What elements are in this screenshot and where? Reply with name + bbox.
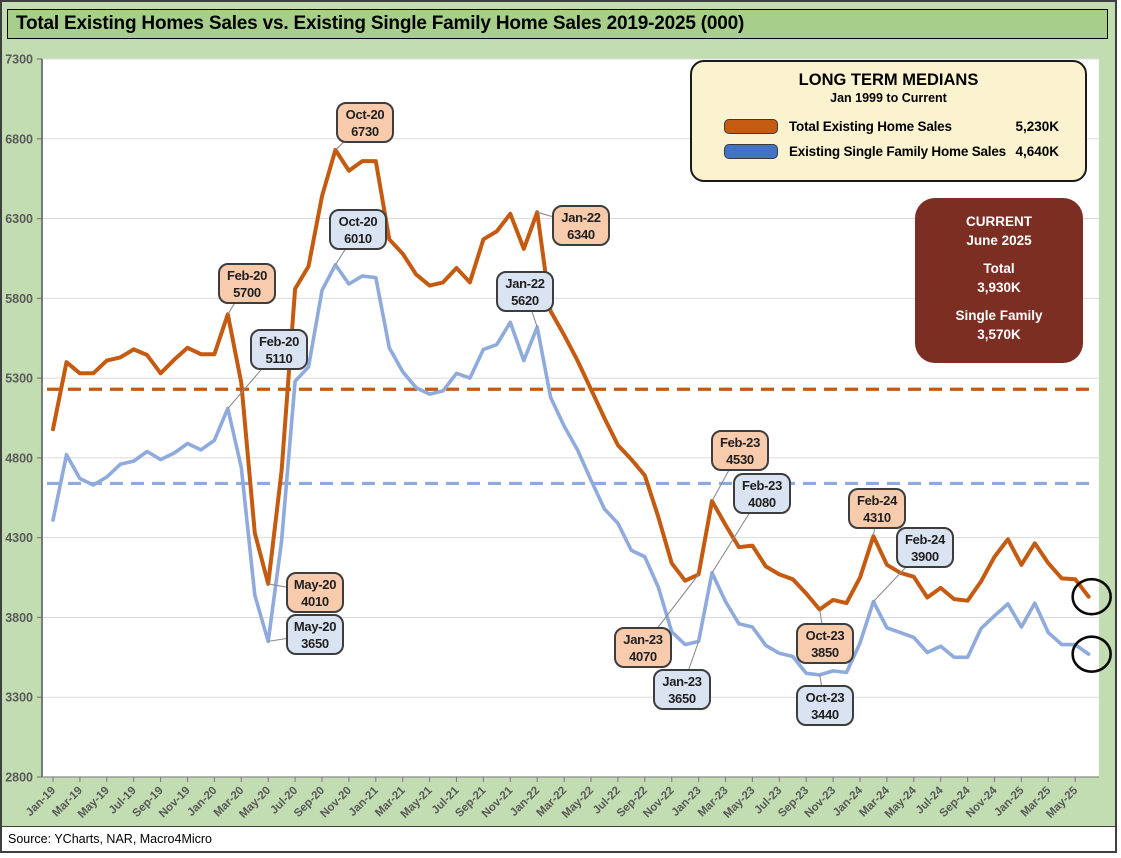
callout-feb-20-total: Feb-20 5700 — [218, 263, 276, 304]
callout-date: May-20 — [293, 619, 337, 634]
callout-may-20-single-family: May-20 3650 — [286, 614, 344, 655]
callout-value: 5620 — [511, 293, 539, 308]
callout-date: Jan-23 — [662, 674, 702, 689]
y-axis-label: 3300 — [5, 691, 33, 705]
legend-rows: Total Existing Home Sales 5,230K Existin… — [692, 114, 1085, 164]
callout-feb-24-total: Feb-24 4310 — [848, 488, 906, 529]
callout-value: 3900 — [911, 549, 939, 564]
callout-value: 3650 — [301, 636, 329, 651]
legend-item-value: 4,640K — [1015, 144, 1059, 159]
callout-value: 5700 — [233, 285, 261, 300]
callout-date: Jan-22 — [505, 276, 545, 291]
callout-feb-23-single-family: Feb-23 4080 — [733, 473, 791, 514]
callout-date: Oct-23 — [805, 690, 845, 705]
current-title: CURRENT — [966, 214, 1032, 229]
x-axis-label: Nov-21 — [480, 784, 516, 820]
legend-subtitle: Jan 1999 to Current — [830, 91, 947, 105]
callout-date: Feb-23 — [741, 478, 783, 493]
callout-date: May-20 — [293, 577, 337, 592]
callout-value: 5110 — [265, 351, 293, 366]
single-family-series-swatch-icon — [724, 144, 778, 159]
x-axis-label: Nov-24 — [964, 784, 1000, 820]
total-series-swatch-icon — [724, 119, 778, 134]
legend-box: LONG TERM MEDIANS Jan 1999 to Current To… — [690, 60, 1087, 182]
y-axis-label: 4800 — [5, 451, 33, 465]
callout-oct-23-total: Oct-23 3850 — [796, 623, 854, 664]
callout-oct-23-single-family: Oct-23 3440 — [796, 685, 854, 726]
callout-date: Feb-20 — [258, 334, 300, 349]
current-period: June 2025 — [966, 233, 1032, 248]
callout-date: Feb-24 — [904, 532, 946, 547]
current-single-family-label: Single Family — [955, 308, 1043, 323]
current-total-value: 3,930K — [977, 280, 1021, 295]
callout-feb-24-single-family: Feb-24 3900 — [896, 527, 954, 568]
callout-value: 4310 — [863, 510, 891, 525]
total-series-line — [51, 147, 1091, 612]
callout-date: Feb-23 — [719, 435, 761, 450]
current-single-family-value: 3,570K — [977, 327, 1021, 342]
legend-item-value: 5,230K — [1015, 119, 1059, 134]
legend-title: LONG TERM MEDIANS — [798, 71, 979, 89]
callout-value: 4010 — [301, 594, 329, 609]
current-total-label: Total — [983, 261, 1015, 276]
y-axis-label: 6300 — [5, 212, 33, 226]
y-axis-label: 7300 — [5, 53, 33, 67]
end-marker-circle — [1071, 577, 1112, 616]
y-axis-label: 5800 — [5, 292, 33, 306]
source-bar: Source: YCharts, NAR, Macro4Micro — [2, 826, 1115, 851]
callout-may-20-total: May-20 4010 — [286, 572, 344, 613]
callout-value: 3850 — [811, 645, 839, 660]
legend-item-total: Total Existing Home Sales 5,230K — [724, 114, 1059, 139]
callout-date: Oct-23 — [805, 628, 845, 643]
y-axis-label: 5300 — [5, 372, 33, 386]
callout-value: 3650 — [668, 691, 696, 706]
callout-date: Feb-24 — [856, 493, 898, 508]
callout-oct-20-single-family: Oct-20 6010 — [329, 209, 387, 250]
single-family-series-line — [51, 262, 1091, 677]
y-axis-label: 2800 — [5, 771, 33, 785]
y-axis-label: 3800 — [5, 611, 33, 625]
chart-title-bar: Total Existing Homes Sales vs. Existing … — [7, 9, 1108, 39]
callout-date: Feb-20 — [226, 268, 268, 283]
callout-date: Oct-20 — [345, 107, 385, 122]
callout-date: Oct-20 — [338, 214, 378, 229]
legend-item-label: Total Existing Home Sales — [789, 119, 952, 134]
callout-value: 3440 — [811, 707, 839, 722]
callout-feb-23-total: Feb-23 4530 — [711, 430, 769, 471]
current-box: CURRENT June 2025 Total 3,930K Single Fa… — [915, 198, 1083, 363]
legend-item-label: Existing Single Family Home Sales — [789, 144, 1006, 159]
callout-jan-23-single-family: Jan-23 3650 — [653, 669, 711, 710]
callout-value: 6340 — [567, 227, 595, 242]
callout-date: Jan-22 — [561, 210, 601, 225]
callout-date: Jan-23 — [623, 632, 663, 647]
callout-jan-22-total: Jan-22 6340 — [552, 205, 610, 246]
legend-item-single-family: Existing Single Family Home Sales 4,640K — [724, 139, 1059, 164]
callout-oct-20-total: Oct-20 6730 — [336, 102, 394, 143]
y-axis-label: 4300 — [5, 531, 33, 545]
source-note: Source: YCharts, NAR, Macro4Micro — [8, 832, 212, 846]
callout-value: 6730 — [351, 124, 379, 139]
callout-jan-23-total: Jan-23 4070 — [614, 627, 672, 668]
callout-value: 4530 — [726, 452, 754, 467]
callout-jan-22-single-family: Jan-22 5620 — [496, 271, 554, 312]
chart-title: Total Existing Homes Sales vs. Existing … — [16, 13, 745, 34]
callout-value: 4080 — [748, 495, 776, 510]
callout-value: 6010 — [344, 231, 372, 246]
y-axis-label: 6800 — [5, 132, 33, 146]
callout-value: 4070 — [629, 649, 657, 664]
end-marker-circle — [1071, 635, 1112, 673]
callout-feb-20-single-family: Feb-20 5110 — [250, 329, 308, 370]
